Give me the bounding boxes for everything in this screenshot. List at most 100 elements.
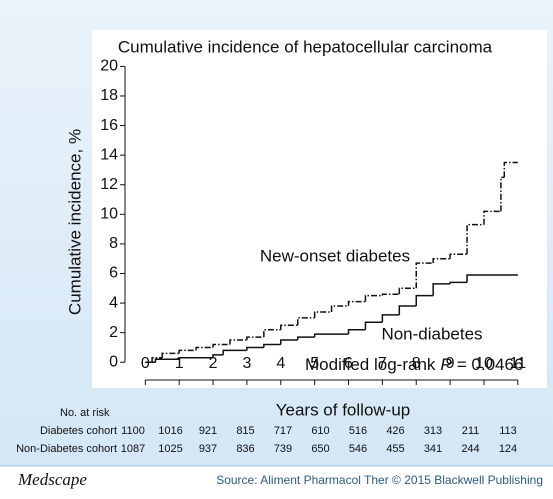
y-tick-label: 18 [100, 87, 118, 104]
risk-count: 211 [462, 425, 480, 437]
step-segment [280, 339, 298, 345]
x-tick-label: 4 [276, 355, 285, 372]
step-segment [466, 274, 518, 283]
step-segment [381, 314, 400, 323]
risk-count: 836 [236, 443, 254, 455]
step-segment [330, 305, 349, 312]
step-segment [415, 294, 434, 307]
x-tick-label: 9 [446, 355, 455, 372]
step-segment [246, 336, 264, 341]
risk-count: 1016 [158, 425, 182, 437]
step-segment [347, 328, 366, 335]
step-segment [229, 339, 247, 345]
risk-count: 113 [499, 425, 517, 437]
step-segment [263, 328, 281, 338]
x-tick-label: 11 [510, 355, 527, 372]
risk-row-label: Non-Diabetes cohort [16, 443, 117, 455]
risk-count: 717 [274, 425, 292, 437]
risk-count: 1087 [121, 443, 145, 455]
step-segment [381, 293, 400, 296]
plot-panel [92, 30, 547, 388]
step-segment [296, 317, 315, 326]
p-value-prefix: Modified log-rank [305, 355, 436, 374]
risk-count: 1100 [121, 425, 145, 437]
y-tick-label: 16 [100, 117, 118, 134]
step-segment [449, 281, 468, 284]
step-segment [432, 283, 451, 296]
step-segment [222, 349, 247, 355]
x-tick-label: 5 [310, 355, 319, 372]
step-segment [313, 333, 349, 338]
step-segment [246, 346, 264, 351]
x-tick-label: 10 [475, 355, 493, 372]
x-axis-label: Years of follow-up [276, 400, 411, 419]
y-tick-label: 20 [100, 58, 118, 75]
x-tick-label: 8 [412, 355, 421, 372]
risk-count: 244 [461, 443, 479, 455]
step-segment [212, 354, 224, 358]
step-segment [503, 161, 518, 178]
y-tick-label: 14 [100, 146, 118, 163]
p-value-symbol: P [440, 355, 452, 374]
risk-count: 937 [199, 443, 217, 455]
step-segment [195, 346, 214, 351]
step-segment [151, 357, 163, 363]
step-segment [280, 324, 298, 330]
risk-count: 426 [386, 425, 404, 437]
step-segment [313, 311, 332, 318]
risk-count: 455 [386, 443, 404, 455]
step-segment [212, 343, 230, 348]
step-segment [263, 343, 281, 348]
risk-count: 610 [311, 425, 329, 437]
y-tick-label: 2 [109, 324, 118, 341]
step-segment [398, 287, 417, 295]
step-segment [364, 321, 383, 330]
step-segment [364, 294, 383, 302]
y-tick-label: 12 [100, 176, 118, 193]
step-segment [161, 352, 180, 358]
p-value: Modified log-rank P = 0.0466 [305, 355, 523, 374]
x-tick-label: 6 [344, 355, 353, 372]
step-segment [449, 253, 468, 259]
source: Source: Aliment Pharmacol Ther © 2015 Bl… [216, 473, 543, 487]
risk-count: 313 [424, 425, 442, 437]
x-tick-label: 1 [175, 355, 184, 372]
y-tick-label: 8 [109, 235, 118, 252]
step-segment [178, 357, 214, 360]
risk-count: 341 [424, 443, 442, 455]
risk-title: No. at risk [60, 407, 110, 419]
risk-count: 650 [311, 443, 329, 455]
risk-row-label: Diabetes cohort [40, 425, 117, 437]
risk-count: 1025 [158, 443, 182, 455]
risk-count: 546 [349, 443, 367, 455]
y-tick-label: 6 [109, 265, 118, 282]
footer-bar [0, 466, 553, 494]
x-tick-label: 2 [209, 355, 218, 372]
series-label: Non-diabetes [381, 324, 482, 343]
step-segment [415, 262, 434, 289]
step-segment [296, 336, 315, 341]
risk-count: 815 [236, 425, 254, 437]
brand: Medscape [17, 470, 87, 489]
risk-count: 739 [274, 443, 292, 455]
step-segment [500, 176, 505, 212]
step-segment [347, 300, 366, 307]
y-tick-label: 4 [109, 294, 118, 311]
step-segment [398, 305, 417, 315]
chart-title: Cumulative incidence of hepatocellular c… [118, 37, 493, 56]
p-value-suffix: = 0.0466 [457, 355, 524, 374]
step-segment [178, 349, 197, 354]
y-tick-label: 0 [109, 353, 118, 370]
y-axis-label: Cumulative incidence, % [65, 129, 84, 315]
risk-count: 516 [349, 425, 367, 437]
step-segment [154, 358, 180, 363]
step-segment [432, 257, 451, 264]
x-tick-label: 0 [141, 355, 150, 372]
x-tick-label: 7 [378, 355, 387, 372]
step-segment [483, 210, 501, 225]
risk-count: 921 [199, 425, 217, 437]
series-label: New-onset diabetes [260, 246, 410, 265]
x-tick-label: 3 [242, 355, 251, 372]
